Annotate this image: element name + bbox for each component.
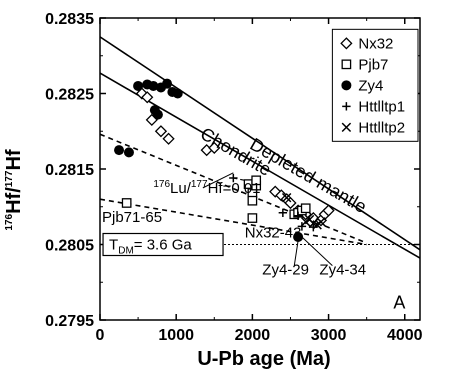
zy4-34-leader [301, 236, 333, 267]
point-httlltp2 [281, 192, 292, 203]
point-httlltp1 [278, 208, 288, 217]
y-tick-label: 0.2805 [45, 238, 94, 255]
zy4-34-label: Zy4-34 [319, 262, 366, 279]
reference-line [99, 198, 367, 246]
point-httlltp1 [293, 211, 303, 221]
tdm-text-1: T [109, 237, 118, 254]
zy4-29-label: Zy4-29 [262, 262, 309, 279]
y-tick-label: 0.2825 [45, 87, 94, 104]
point-nx32 [162, 132, 175, 145]
lu-hf-text-2: Hf=0.01 [208, 180, 261, 197]
point-httlltp1 [229, 173, 238, 183]
point-pjb7 [247, 213, 258, 223]
point-pjb7 [300, 203, 311, 214]
lu-hf-sup-1: 176 [153, 179, 170, 190]
reference-lines [99, 36, 421, 259]
point-pjb7 [121, 198, 132, 208]
legend: Nx32 Pjb7 Zy4 Httlltp1 Httlltp2 [331, 28, 419, 142]
point-nx32 [154, 125, 168, 138]
x-axis-title: U-Pb age (Ma) [197, 348, 330, 370]
point-zy4 [123, 147, 134, 158]
y-axis-main-2: Hf [3, 149, 25, 170]
point-pjb7 [247, 195, 258, 206]
x-tick-label: 2000 [235, 327, 271, 344]
x-tick-label: 0 [96, 327, 105, 344]
point-zy4 [114, 145, 125, 156]
connector-line [233, 177, 257, 184]
y-axis-sup-2: 177 [4, 170, 15, 187]
y-tick-label: 0.2795 [45, 313, 94, 330]
point-pjb7 [251, 175, 262, 186]
y-tick-label: 0.2835 [45, 11, 94, 28]
zy4-29-leader [293, 240, 299, 266]
point-nx32 [208, 141, 221, 154]
lu-hf-text-1: Lu/ [170, 180, 192, 197]
tdm-box [102, 232, 224, 257]
point-httlltp2 [341, 122, 352, 133]
reference-line [99, 133, 367, 244]
reference-line [99, 72, 421, 259]
point-zy4 [133, 80, 144, 91]
y-axis-sup-1: 176 [4, 213, 15, 230]
y-tick-label: 0.2815 [45, 162, 94, 179]
point-nx32 [284, 196, 297, 210]
x-tick-label: 1000 [158, 327, 194, 344]
panel-label: A [393, 293, 405, 313]
x-tick-label: 4000 [387, 327, 423, 344]
tdm-label: TDM= 3.6 Ga [109, 237, 192, 257]
point-zy4 [148, 80, 159, 91]
reference-line [99, 36, 421, 251]
point-zy4 [293, 231, 304, 242]
nx32-43-label: Nx32-43 [245, 225, 302, 242]
legend-label: Httlltp2 [358, 119, 405, 136]
legend-label: Nx32 [358, 35, 393, 52]
lu-hf-label: 176Lu/177Hf=0.01 [153, 179, 260, 197]
data-points [114, 78, 335, 242]
legend-label: Httlltp1 [358, 98, 405, 115]
x-tick-label: 3000 [311, 327, 347, 344]
point-nx32 [322, 204, 335, 217]
tdm-text-2: = 3.6 Ga [134, 237, 193, 254]
point-pjb7 [341, 59, 352, 70]
point-httlltp1 [342, 102, 351, 111]
point-httlltp2 [316, 217, 326, 227]
lu-hf-sup-2: 177 [191, 179, 208, 190]
pjb71-label: Pjb71-65 [102, 209, 162, 226]
point-nx32 [340, 37, 353, 50]
legend-label: Zy4 [358, 77, 383, 94]
point-nx32 [141, 91, 154, 104]
tdm-sub: DM [118, 246, 134, 257]
y-axis-main-1: Hf/ [3, 187, 25, 214]
point-zy4 [341, 80, 352, 91]
y-axis-title: 176Hf/177Hf [3, 149, 25, 230]
point-zy4 [152, 109, 163, 120]
point-zy4 [162, 78, 173, 89]
lu-hf-leader [202, 172, 234, 189]
point-zy4 [172, 88, 183, 99]
legend-label: Pjb7 [358, 56, 388, 73]
